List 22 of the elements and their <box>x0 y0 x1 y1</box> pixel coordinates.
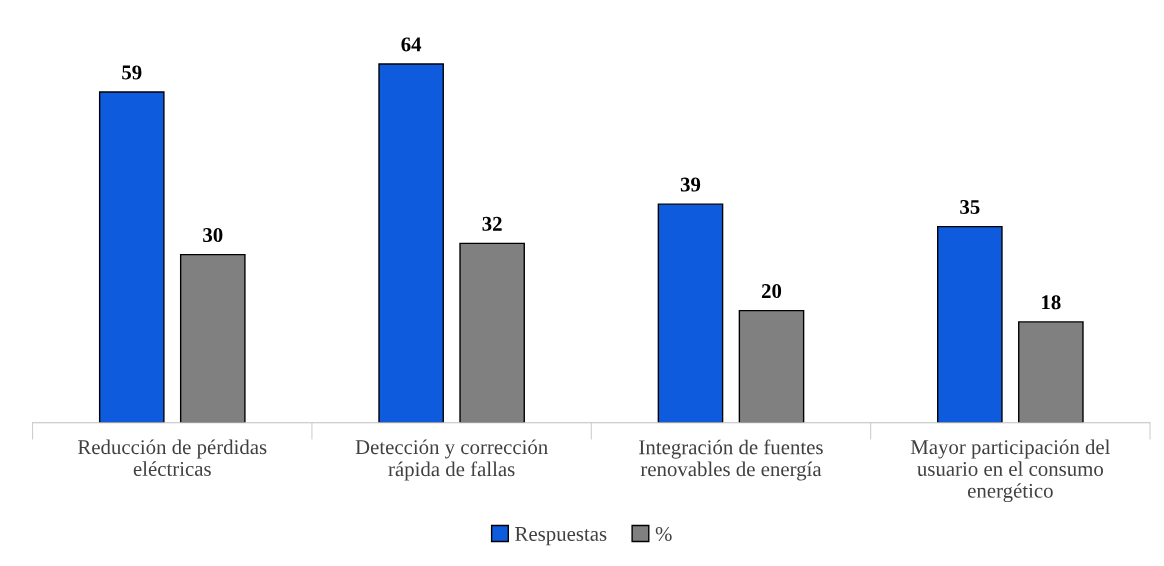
bar <box>378 63 444 423</box>
x-tick-label: Mayor participación del usuario en el consumo energético <box>910 439 1111 503</box>
data-label: 20 <box>761 284 782 299</box>
data-label: 59 <box>122 65 142 80</box>
data-label: 64 <box>401 37 422 52</box>
legend-label: % <box>655 526 672 541</box>
bar <box>657 203 724 423</box>
data-label: 18 <box>1042 295 1061 310</box>
data-label: 39 <box>680 177 701 192</box>
x-tick-label: Detección y corrección rápida de fallas <box>355 439 548 481</box>
bar <box>179 253 246 423</box>
data-label: 30 <box>203 227 223 243</box>
bar <box>1018 321 1084 423</box>
bar <box>937 225 1003 423</box>
data-label: 35 <box>960 200 980 215</box>
bar <box>459 242 525 423</box>
bar <box>98 91 165 423</box>
legend-label: Respuestas <box>515 527 607 546</box>
x-tick-label: Reducción de pérdidas eléctricas <box>77 439 267 476</box>
data-label: 32 <box>482 216 502 231</box>
x-tick-label: Integración de fuentes renovables de energía <box>639 439 823 481</box>
bar <box>738 309 805 423</box>
